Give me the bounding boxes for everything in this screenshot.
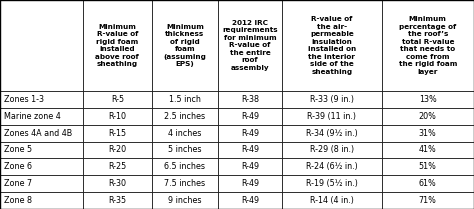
Bar [382, 192, 474, 209]
Bar [0, 175, 83, 192]
Bar [83, 0, 152, 91]
Text: 51%: 51% [419, 162, 437, 171]
Bar [282, 192, 382, 209]
Text: R-24 (6½ in.): R-24 (6½ in.) [306, 162, 358, 171]
Text: Zone 5: Zone 5 [4, 145, 32, 154]
Bar [152, 141, 218, 158]
Bar [282, 108, 382, 125]
Bar [218, 91, 282, 108]
Text: Marine zone 4: Marine zone 4 [4, 112, 61, 121]
Bar [152, 175, 218, 192]
Text: Zones 4A and 4B: Zones 4A and 4B [4, 129, 72, 138]
Text: R-value of
the air-
permeable
insulation
installed on
the interior
side of the
s: R-value of the air- permeable insulation… [308, 16, 356, 75]
Bar [0, 158, 83, 175]
Text: R-10: R-10 [109, 112, 126, 121]
Bar [0, 0, 83, 91]
Bar [0, 192, 83, 209]
Bar [382, 125, 474, 141]
Bar [218, 108, 282, 125]
Text: Zone 6: Zone 6 [4, 162, 32, 171]
Text: 4 inches: 4 inches [168, 129, 201, 138]
Bar [218, 0, 282, 91]
Text: R-49: R-49 [241, 196, 259, 205]
Bar [282, 141, 382, 158]
Text: R-29 (8 in.): R-29 (8 in.) [310, 145, 354, 154]
Text: Zone 8: Zone 8 [4, 196, 32, 205]
Text: 71%: 71% [419, 196, 437, 205]
Text: R-30: R-30 [109, 179, 126, 188]
Bar [152, 158, 218, 175]
Bar [83, 91, 152, 108]
Bar [382, 175, 474, 192]
Bar [382, 0, 474, 91]
Bar [218, 158, 282, 175]
Text: R-35: R-35 [108, 196, 127, 205]
Text: 7.5 inches: 7.5 inches [164, 179, 205, 188]
Bar [218, 125, 282, 141]
Text: Zones 1-3: Zones 1-3 [4, 95, 44, 104]
Text: R-49: R-49 [241, 112, 259, 121]
Bar [0, 141, 83, 158]
Bar [282, 91, 382, 108]
Bar [218, 141, 282, 158]
Text: R-49: R-49 [241, 145, 259, 154]
Text: 41%: 41% [419, 145, 437, 154]
Text: 31%: 31% [419, 129, 437, 138]
Bar [0, 108, 83, 125]
Bar [282, 125, 382, 141]
Bar [282, 175, 382, 192]
Bar [382, 141, 474, 158]
Bar [0, 125, 83, 141]
Text: R-49: R-49 [241, 129, 259, 138]
Bar [83, 192, 152, 209]
Text: R-33 (9 in.): R-33 (9 in.) [310, 95, 354, 104]
Text: R-39 (11 in.): R-39 (11 in.) [307, 112, 356, 121]
Bar [382, 91, 474, 108]
Text: R-34 (9½ in.): R-34 (9½ in.) [306, 129, 358, 138]
Bar [0, 91, 83, 108]
Text: R-19 (5½ in.): R-19 (5½ in.) [306, 179, 358, 188]
Bar [83, 108, 152, 125]
Bar [152, 0, 218, 91]
Bar [83, 125, 152, 141]
Text: 20%: 20% [419, 112, 437, 121]
Bar [83, 158, 152, 175]
Text: 61%: 61% [419, 179, 437, 188]
Bar [83, 175, 152, 192]
Bar [282, 158, 382, 175]
Text: R-20: R-20 [108, 145, 127, 154]
Text: R-49: R-49 [241, 162, 259, 171]
Bar [218, 175, 282, 192]
Bar [83, 141, 152, 158]
Text: 5 inches: 5 inches [168, 145, 201, 154]
Bar [152, 108, 218, 125]
Text: 2.5 inches: 2.5 inches [164, 112, 205, 121]
Text: 6.5 inches: 6.5 inches [164, 162, 205, 171]
Text: 1.5 inch: 1.5 inch [169, 95, 201, 104]
Text: R-15: R-15 [108, 129, 127, 138]
Text: 2012 IRC
requirements
for minimum
R-value of
the entire
roof
assembly: 2012 IRC requirements for minimum R-valu… [222, 20, 278, 71]
Text: Zone 7: Zone 7 [4, 179, 32, 188]
Text: 9 inches: 9 inches [168, 196, 201, 205]
Bar [282, 0, 382, 91]
Bar [382, 108, 474, 125]
Text: R-14 (4 in.): R-14 (4 in.) [310, 196, 354, 205]
Text: R-25: R-25 [108, 162, 127, 171]
Bar [152, 192, 218, 209]
Bar [382, 158, 474, 175]
Text: Minimum
thickness
of rigid
foam
(assuming
EPS): Minimum thickness of rigid foam (assumin… [164, 24, 206, 67]
Text: R-49: R-49 [241, 179, 259, 188]
Text: 13%: 13% [419, 95, 437, 104]
Text: R-38: R-38 [241, 95, 259, 104]
Text: Minimum
R-value of
rigid foam
installed
above roof
sheathing: Minimum R-value of rigid foam installed … [95, 24, 139, 67]
Bar [218, 192, 282, 209]
Bar [152, 91, 218, 108]
Bar [152, 125, 218, 141]
Text: R-5: R-5 [111, 95, 124, 104]
Text: Minimum
percentage of
the roof’s
total R-value
that needs to
come from
the rigid: Minimum percentage of the roof’s total R… [399, 16, 457, 75]
